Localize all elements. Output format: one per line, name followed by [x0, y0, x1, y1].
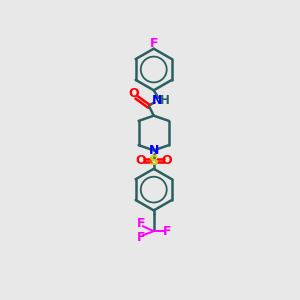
Text: O: O	[161, 154, 172, 167]
Text: N: N	[152, 94, 162, 107]
Text: O: O	[136, 154, 146, 167]
Text: F: F	[149, 37, 158, 50]
Text: F: F	[136, 231, 145, 244]
Text: O: O	[128, 87, 139, 100]
Text: F: F	[136, 217, 145, 230]
Text: H: H	[160, 94, 170, 107]
Text: F: F	[163, 225, 171, 238]
Text: S: S	[149, 154, 159, 168]
Text: N: N	[148, 144, 159, 157]
